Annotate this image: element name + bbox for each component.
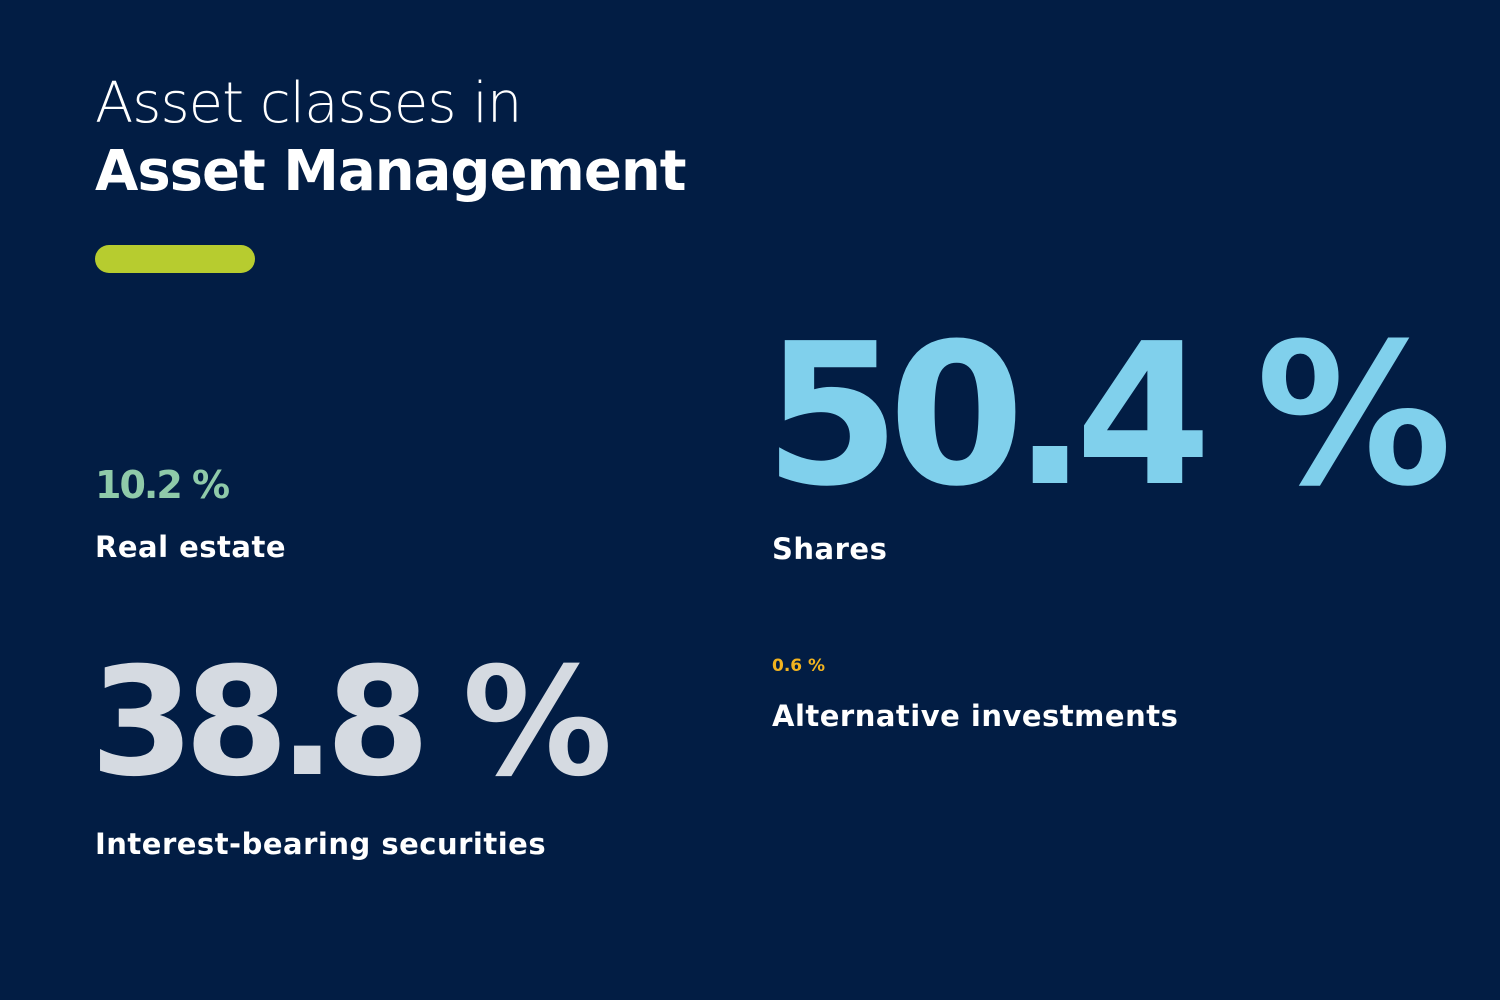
- stat-label: Alternative investments: [772, 699, 1179, 733]
- stat-label: Shares: [772, 532, 888, 566]
- stat-label: Interest-bearing securities: [95, 827, 547, 861]
- title-line: Asset classes in: [95, 71, 522, 136]
- stat-value: 50.4 %: [764, 302, 1452, 530]
- stat-value: 38.8 %: [90, 636, 613, 810]
- stat-label: Real estate: [95, 530, 286, 564]
- accent-bar: [95, 245, 255, 273]
- stat-value: 10.2 %: [95, 463, 230, 507]
- stat-value: 0.6 %: [772, 656, 826, 676]
- title-line: Asset Management: [95, 139, 686, 204]
